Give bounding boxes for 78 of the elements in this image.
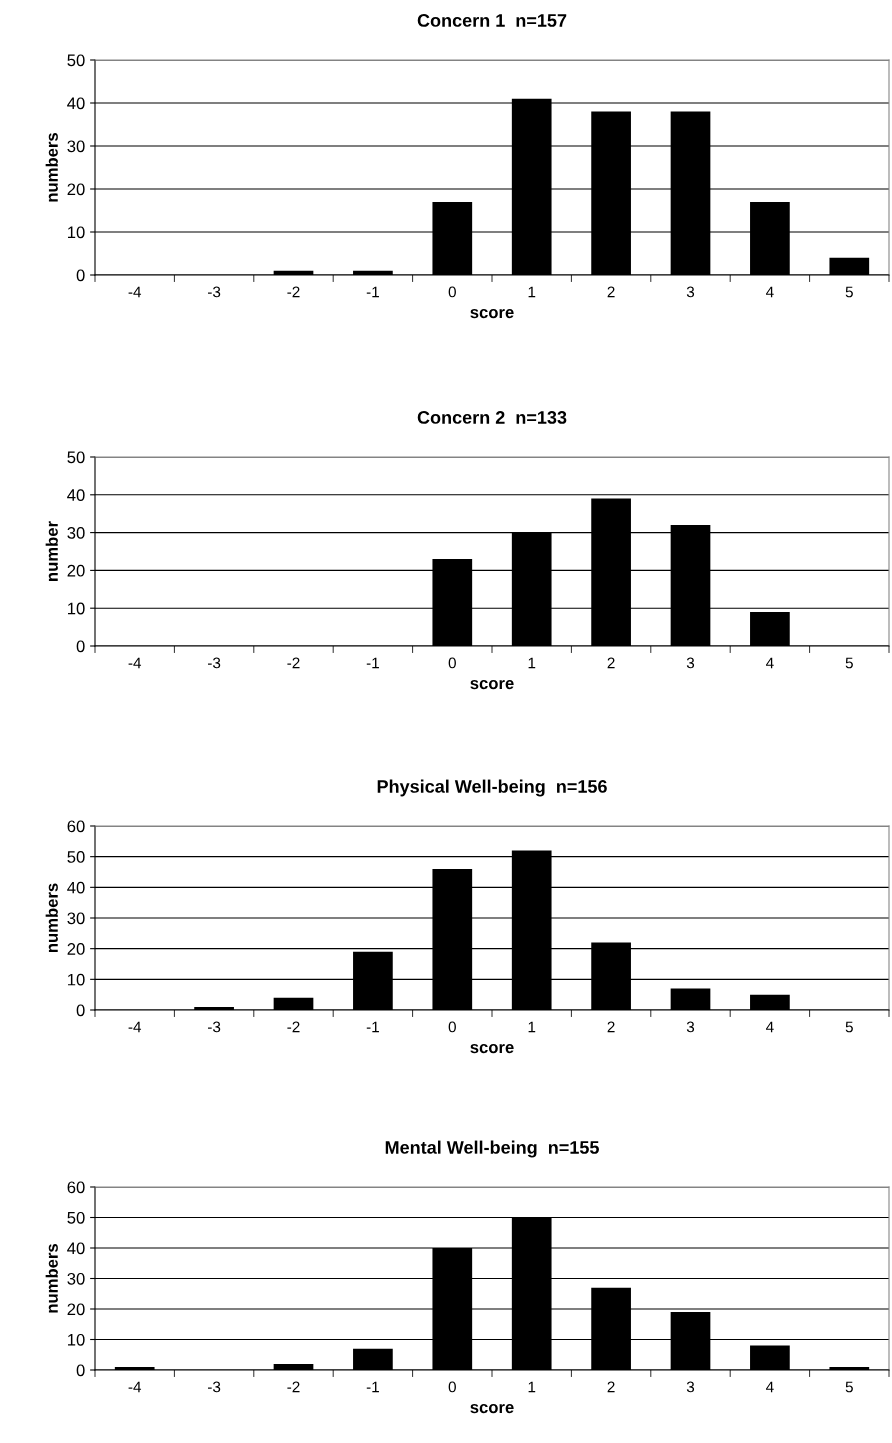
y-tick-label: 40 (67, 1242, 85, 1255)
y-tick-label: 30 (67, 1272, 85, 1285)
x-tick-label: -2 (287, 657, 300, 669)
y-tick-label: 60 (67, 820, 85, 833)
x-tick-label: 2 (607, 286, 615, 298)
x-tick-label: -3 (207, 1381, 221, 1393)
x-tick-label: -3 (207, 1021, 221, 1033)
y-axis-title: numbers (45, 1243, 58, 1313)
x-tick-label: -1 (366, 1381, 379, 1393)
y-tick-label: 20 (67, 1303, 85, 1316)
y-tick-label: 50 (67, 54, 85, 67)
x-tick-label: -4 (128, 1381, 142, 1393)
x-tick-label: -3 (207, 657, 221, 669)
x-tick-label: 0 (448, 1021, 456, 1033)
y-tick-label: 0 (76, 1364, 85, 1377)
x-tick-label: 3 (686, 657, 695, 669)
y-tick-label: 0 (76, 269, 85, 282)
x-axis-title: score (470, 1404, 514, 1414)
x-axis-title: score (470, 680, 514, 690)
x-tick-label: 2 (607, 1021, 615, 1033)
y-tick-label: 40 (67, 97, 85, 110)
x-tick-label: -1 (366, 1021, 379, 1033)
y-tick-label: 10 (68, 602, 85, 615)
x-tick-label: 5 (845, 286, 853, 298)
x-tick-label: 5 (845, 657, 853, 669)
x-axis-title: score (470, 309, 514, 319)
y-tick-label: 20 (67, 564, 85, 577)
x-tick-label: 4 (766, 286, 774, 298)
y-axis-title: numbers (45, 883, 58, 953)
x-tick-label: -4 (128, 1021, 142, 1033)
chart-title: Concern 1 n=157 (417, 14, 567, 27)
y-tick-label: 30 (67, 527, 85, 539)
y-tick-label: 40 (67, 489, 85, 501)
chart-title: Mental Well-being n=155 (385, 1140, 599, 1158)
y-tick-label: 10 (68, 973, 85, 986)
y-axis-title: number (45, 521, 58, 581)
y-tick-label: 0 (76, 1004, 85, 1017)
x-tick-label: 1 (528, 1381, 536, 1393)
y-tick-label: 30 (67, 140, 85, 153)
x-tick-label: 4 (766, 1381, 774, 1393)
x-tick-label: -2 (287, 1381, 300, 1393)
y-tick-label: 50 (67, 451, 85, 464)
y-tick-label: 10 (68, 226, 85, 239)
x-tick-label: 1 (528, 286, 536, 298)
x-tick-label: 2 (607, 1381, 615, 1393)
x-tick-label: 5 (845, 1381, 853, 1393)
y-tick-label: 60 (67, 1181, 85, 1194)
y-tick-label: 50 (67, 1211, 85, 1224)
y-tick-label: 0 (76, 640, 85, 653)
x-tick-label: 1 (528, 1021, 536, 1033)
x-tick-label: 3 (686, 1021, 695, 1033)
y-tick-label: 50 (67, 851, 85, 863)
y-axis-title: numbers (45, 132, 58, 202)
x-tick-label: -1 (366, 286, 379, 298)
x-tick-label: -2 (287, 1021, 300, 1033)
y-tick-label: 30 (67, 912, 85, 925)
x-tick-label: 4 (766, 1021, 774, 1033)
x-tick-label: 2 (607, 657, 615, 669)
x-tick-label: 4 (766, 657, 774, 669)
x-tick-label: 0 (448, 657, 456, 669)
x-tick-label: 5 (845, 1021, 853, 1033)
x-tick-label: -3 (207, 286, 221, 298)
x-tick-label: 1 (528, 657, 536, 669)
x-tick-label: -1 (366, 657, 379, 669)
y-tick-label: 40 (67, 881, 85, 894)
chart-title: Concern 2 n=133 (417, 411, 567, 424)
x-tick-label: 0 (448, 1381, 456, 1393)
x-tick-label: -2 (287, 286, 300, 298)
x-axis-title: score (470, 1044, 514, 1054)
y-tick-label: 10 (68, 1333, 85, 1346)
x-tick-label: 0 (448, 286, 456, 298)
x-tick-label: -4 (128, 286, 142, 298)
chart-title: Physical Well-being n=156 (377, 779, 607, 797)
y-tick-label: 20 (67, 183, 85, 196)
x-tick-label: 3 (686, 286, 695, 298)
y-tick-label: 20 (67, 943, 85, 955)
x-tick-label: 3 (686, 1381, 695, 1393)
x-tick-label: -4 (128, 657, 142, 669)
